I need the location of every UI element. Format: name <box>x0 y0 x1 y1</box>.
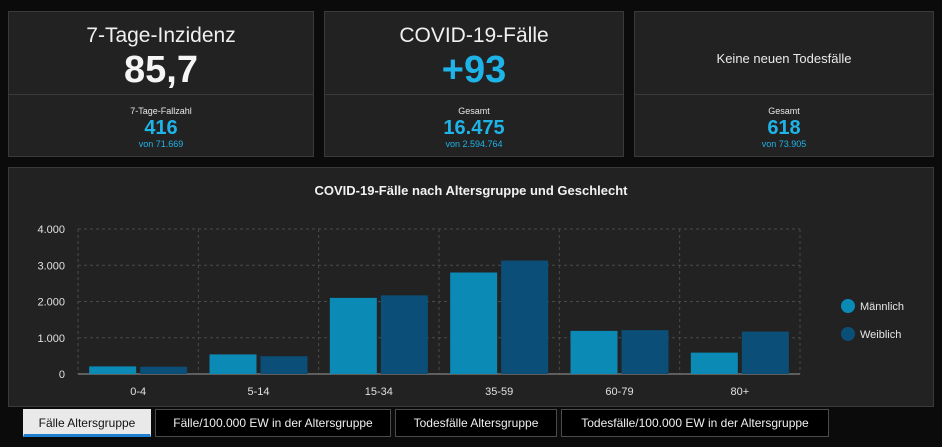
card-todesfaelle-bottom: Gesamt 618 von 73.905 <box>635 95 933 156</box>
x-tick-label: 35-59 <box>485 386 513 398</box>
todesfaelle-gesamt-value: 618 <box>767 117 801 139</box>
inzidenz-value: 85,7 <box>124 49 198 91</box>
card-faelle: COVID-19-Fälle +93 Gesamt 16.475 von 2.5… <box>324 11 624 157</box>
bar-weiblich-0-4[interactable] <box>140 366 188 374</box>
todesfaelle-title: Keine neuen Todesfälle <box>716 51 852 66</box>
y-tick-label: 3.000 <box>37 260 65 272</box>
bar-maennlich-5-14[interactable] <box>209 354 257 374</box>
bar-weiblich-35-59[interactable] <box>501 260 549 374</box>
bar-maennlich-15-34[interactable] <box>329 297 377 374</box>
bar-weiblich-80+[interactable] <box>741 331 789 374</box>
chart-title: COVID-19-Fälle nach Altersgruppe und Ges… <box>314 183 628 198</box>
fallzahl-label: 7-Tage-Fallzahl <box>130 106 192 116</box>
bar-maennlich-60-79[interactable] <box>570 330 618 374</box>
bar-maennlich-0-4[interactable] <box>89 366 137 374</box>
fallzahl-value: 416 <box>144 117 178 139</box>
card-inzidenz-top: 7-Tage-Inzidenz 85,7 <box>9 12 313 95</box>
y-tick-label: 1.000 <box>37 333 65 345</box>
bar-weiblich-15-34[interactable] <box>380 295 428 374</box>
legend-label-weiblich[interactable]: Weiblich <box>860 329 901 341</box>
bar-maennlich-35-59[interactable] <box>450 272 498 375</box>
todesfaelle-gesamt-label: Gesamt <box>768 106 800 116</box>
card-faelle-top: COVID-19-Fälle +93 <box>325 12 623 95</box>
bar-chart: 0 1.000 2.000 3.000 4.000 0-4 5-14 15-34 35-59 60… <box>37 224 904 398</box>
x-tick-label: 60-79 <box>605 386 633 398</box>
card-inzidenz-bottom: 7-Tage-Fallzahl 416 von 71.669 <box>9 95 313 156</box>
faelle-title: COVID-19-Fälle <box>399 24 549 47</box>
x-tick-label: 5-14 <box>247 386 269 398</box>
x-tick-label: 15-34 <box>365 386 393 398</box>
inzidenz-title: 7-Tage-Inzidenz <box>86 24 236 47</box>
card-todesfaelle-top: Keine neuen Todesfälle <box>635 12 933 95</box>
chart-card: COVID-19-Fälle nach Altersgruppe und Ges… <box>8 167 934 407</box>
bar-maennlich-80+[interactable] <box>690 352 738 374</box>
faelle-gesamt-label: Gesamt <box>458 106 490 116</box>
card-faelle-bottom: Gesamt 16.475 von 2.594.764 <box>325 95 623 156</box>
x-tick-label: 80+ <box>730 386 749 398</box>
y-tick-label: 2.000 <box>37 297 65 309</box>
faelle-gesamt-value: 16.475 <box>443 117 505 139</box>
faelle-value: +93 <box>441 49 507 91</box>
bar-weiblich-60-79[interactable] <box>621 330 669 374</box>
todesfaelle-gesamt-of: von 73.905 <box>761 139 807 149</box>
faelle-gesamt-of: von 2.594.764 <box>445 139 503 149</box>
legend-marker-maennlich[interactable] <box>841 299 855 313</box>
card-todesfaelle: Keine neuen Todesfälle Gesamt 618 von 73… <box>634 11 934 157</box>
fallzahl-of: von 71.669 <box>138 139 184 149</box>
tab-todesfaelle-altersgruppe[interactable]: Todesfälle Altersgruppe <box>395 409 557 437</box>
y-tick-label: 4.000 <box>37 224 65 236</box>
x-tick-label: 0-4 <box>130 386 146 398</box>
legend-marker-weiblich[interactable] <box>841 327 855 341</box>
tab-faelle-100000[interactable]: Fälle/100.000 EW in der Altersgruppe <box>155 409 391 437</box>
bar-weiblich-5-14[interactable] <box>260 356 308 374</box>
tab-todesfaelle-100000[interactable]: Todesfälle/100.000 EW in der Altersgrupp… <box>561 409 829 437</box>
y-tick-label: 0 <box>59 369 65 381</box>
legend-label-maennlich[interactable]: Männlich <box>860 301 904 313</box>
tab-faelle-altersgruppe[interactable]: Fälle Altersgruppe <box>23 409 151 437</box>
card-inzidenz: 7-Tage-Inzidenz 85,7 7-Tage-Fallzahl 416… <box>8 11 314 157</box>
